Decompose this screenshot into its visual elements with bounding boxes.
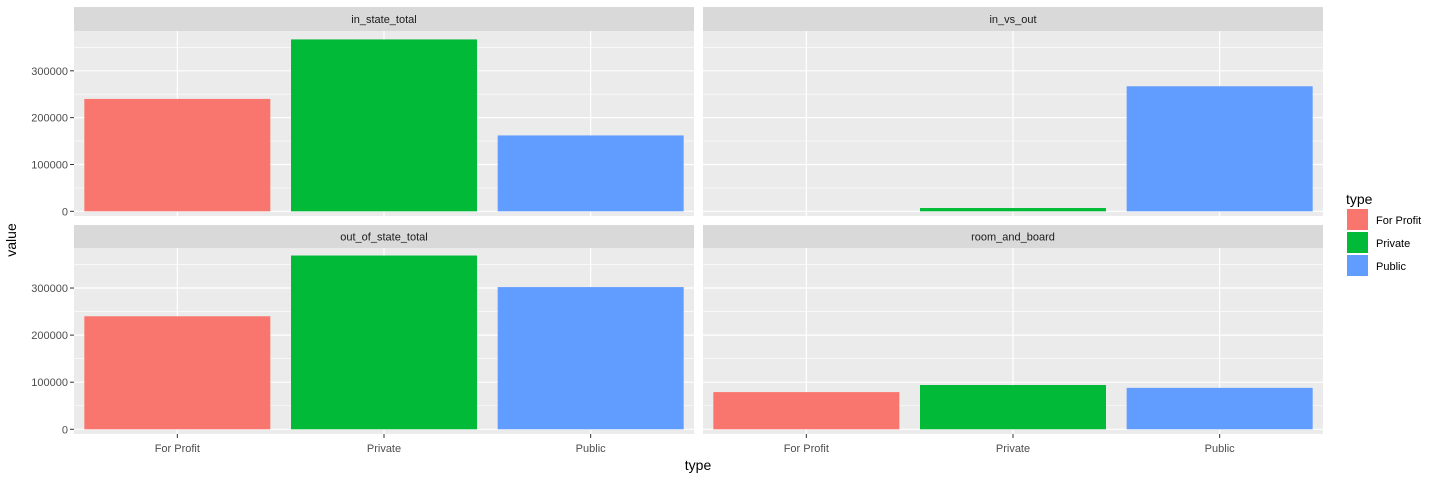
legend-label-private: Private bbox=[1376, 238, 1410, 250]
panel-strip-out-of-state-total bbox=[74, 225, 694, 248]
bar-room-and-board-for-profit bbox=[713, 392, 900, 430]
legend-swatch-private bbox=[1347, 232, 1368, 253]
y-axis-title: value bbox=[3, 223, 19, 257]
panel-strip-label: in_state_total bbox=[351, 14, 416, 26]
bar-in-state-total-private bbox=[291, 39, 477, 212]
y-tick-label: 0 bbox=[62, 206, 68, 218]
legend-swatch-public bbox=[1347, 255, 1368, 276]
panels-layer: in_state_total in_vs_out out_of_state_tota… bbox=[74, 7, 1323, 434]
y-tick-label: 300000 bbox=[31, 283, 68, 295]
legend-items: For Profit Private Public bbox=[1347, 209, 1421, 276]
panel-in-state-total: in_state_total bbox=[74, 7, 694, 216]
y-tick-label: 0 bbox=[62, 424, 68, 436]
bar-out-of-state-total-public bbox=[497, 287, 684, 430]
panel-strip-label: out_of_state_total bbox=[340, 232, 427, 244]
x-axis-title: type bbox=[685, 457, 712, 473]
legend-swatch-for-profit bbox=[1347, 209, 1368, 230]
panel-strip-in-state-total bbox=[74, 7, 694, 31]
panel-strip-label: room_and_board bbox=[971, 232, 1055, 244]
x-tick-label: For Profit bbox=[155, 443, 200, 455]
bar-out-of-state-total-private bbox=[291, 255, 477, 430]
bar-room-and-board-public bbox=[1126, 387, 1313, 430]
bar-in-state-total-public bbox=[497, 135, 684, 212]
bar-out-of-state-total-for-profit bbox=[84, 316, 271, 430]
panel-room-and-board: room_and_board bbox=[703, 225, 1323, 434]
bar-in-vs-out-private bbox=[920, 208, 1106, 212]
x-tick-label: For Profit bbox=[784, 443, 829, 455]
legend-title: type bbox=[1346, 191, 1373, 207]
panel-strip-label: in_vs_out bbox=[989, 14, 1036, 26]
y-tick-label: 200000 bbox=[31, 113, 68, 125]
legend: type For Profit Private Public bbox=[1346, 191, 1421, 276]
y-tick-label: 200000 bbox=[31, 330, 68, 342]
bar-room-and-board-private bbox=[920, 385, 1106, 430]
panel-strip-room-and-board bbox=[703, 225, 1323, 248]
x-tick-label: Private bbox=[996, 443, 1030, 455]
bar-in-vs-out-public bbox=[1126, 86, 1313, 212]
panel-in-vs-out: in_vs_out bbox=[703, 7, 1323, 216]
x-tick-label: Private bbox=[367, 443, 401, 455]
bar-in-state-total-for-profit bbox=[84, 98, 271, 212]
x-tick-label: Public bbox=[1205, 443, 1235, 455]
y-tick-label: 100000 bbox=[31, 377, 68, 389]
y-tick-label: 300000 bbox=[31, 66, 68, 78]
legend-label-public: Public bbox=[1376, 261, 1406, 273]
axes-layer: 0 100000 200000 300000 0 100000 200000 300000 Fo… bbox=[31, 66, 1235, 455]
panel-out-of-state-total: out_of_state_total bbox=[74, 225, 694, 434]
y-tick-label: 100000 bbox=[31, 159, 68, 171]
panel-strip-in-vs-out bbox=[703, 7, 1323, 31]
x-tick-label: Public bbox=[576, 443, 606, 455]
legend-label-for-profit: For Profit bbox=[1376, 215, 1421, 227]
